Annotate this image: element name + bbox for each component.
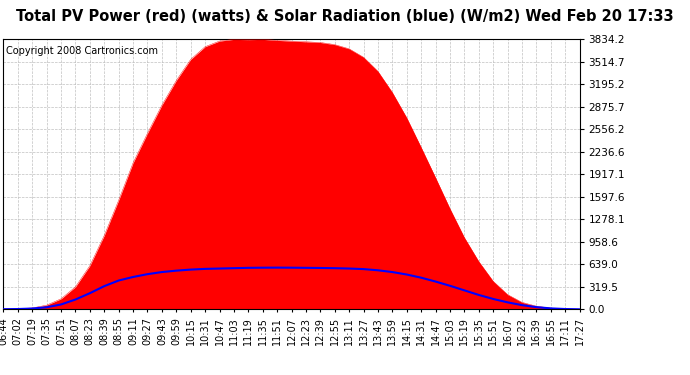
- Text: Copyright 2008 Cartronics.com: Copyright 2008 Cartronics.com: [6, 46, 158, 56]
- Text: Total PV Power (red) (watts) & Solar Radiation (blue) (W/m2) Wed Feb 20 17:33: Total PV Power (red) (watts) & Solar Rad…: [16, 9, 674, 24]
